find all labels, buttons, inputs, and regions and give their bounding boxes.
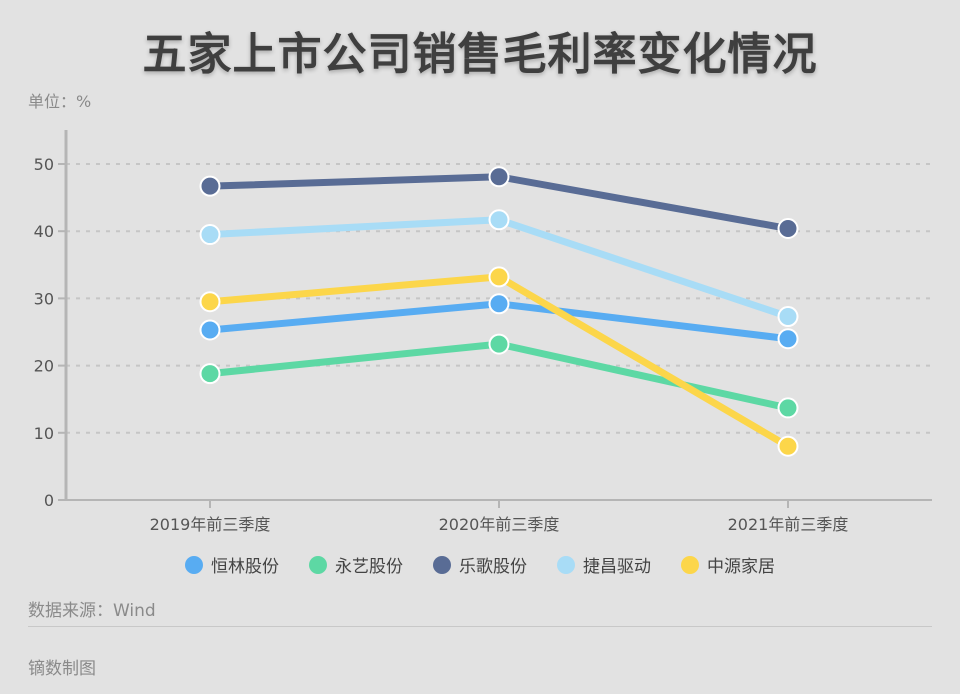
data-point	[777, 435, 799, 457]
data-point	[777, 328, 799, 350]
line-chart: 0 10 20 30 40 50 2019年前三季度 2020年前三季度 2021年前三季度	[34, 130, 932, 534]
data-point	[199, 291, 221, 313]
data-point	[488, 266, 510, 288]
chart-legend: 恒林股份 永艺股份 乐歌股份 捷昌驱动 中源家居	[0, 552, 960, 577]
credit-note: 镝数制图	[28, 659, 96, 679]
legend-item: 中源家居	[681, 552, 775, 577]
footer-divider	[28, 626, 932, 627]
y-tick-label: 30	[34, 289, 54, 308]
chart-title: 五家上市公司销售毛利率变化情况	[142, 29, 818, 80]
x-tick-label: 2021年前三季度	[728, 515, 849, 534]
legend-swatch	[185, 555, 203, 574]
data-point	[199, 363, 221, 385]
data-point	[488, 293, 510, 315]
data-point	[199, 319, 221, 341]
legend-swatch	[309, 555, 327, 574]
legend-label: 永艺股份	[335, 557, 403, 577]
y-tick-label: 50	[34, 155, 54, 174]
data-point	[777, 397, 799, 419]
data-point	[488, 166, 510, 188]
data-point	[488, 209, 510, 231]
legend-item: 永艺股份	[309, 552, 403, 577]
unit-label: 单位：%	[28, 92, 92, 111]
legend-swatch	[557, 555, 575, 574]
legend-label: 乐歌股份	[459, 557, 527, 577]
legend-item: 捷昌驱动	[557, 552, 651, 577]
legend-label: 捷昌驱动	[583, 557, 651, 577]
y-tick-label: 0	[44, 491, 54, 510]
y-tick-label: 20	[34, 357, 54, 376]
data-point	[199, 175, 221, 197]
source-note: 数据来源：Wind	[28, 601, 156, 621]
legend-label: 中源家居	[707, 557, 775, 577]
x-tick-label: 2020年前三季度	[439, 515, 560, 534]
legend-swatch	[433, 555, 451, 574]
data-point	[199, 224, 221, 246]
data-point	[488, 333, 510, 355]
legend-item: 恒林股份	[185, 552, 279, 577]
y-tick-label: 40	[34, 222, 54, 241]
legend-label: 恒林股份	[211, 557, 279, 577]
data-point	[777, 218, 799, 240]
legend-item: 乐歌股份	[433, 552, 527, 577]
legend-swatch	[681, 555, 699, 574]
y-tick-label: 10	[34, 424, 54, 443]
data-point	[777, 306, 799, 328]
x-tick-label: 2019年前三季度	[150, 515, 271, 534]
